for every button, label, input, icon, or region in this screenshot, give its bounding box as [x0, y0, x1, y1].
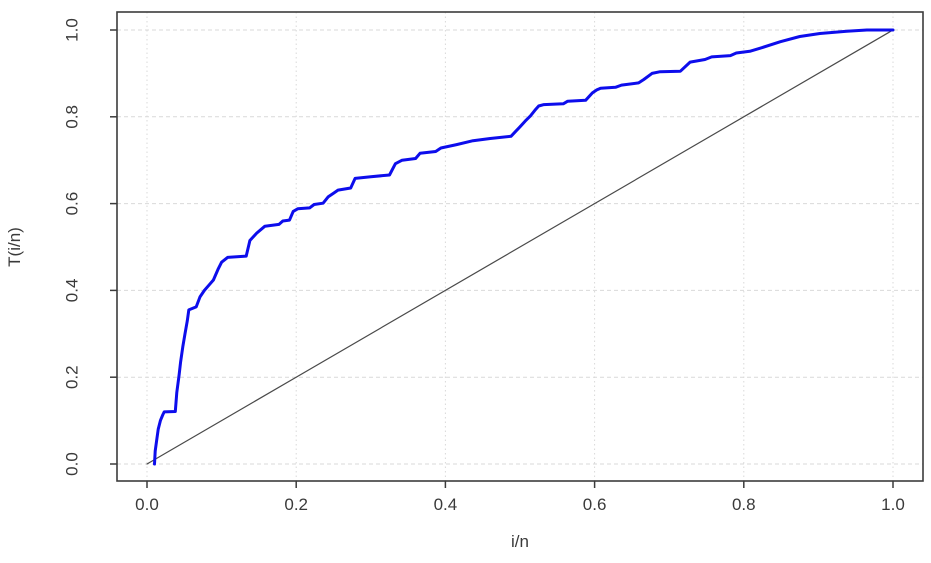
gridlines — [117, 12, 923, 481]
y-tick-label: 0.2 — [62, 365, 81, 389]
tick-labels: 0.0 0.2 0.4 0.6 0.8 1.0 0.0 0.2 0.4 0.6 0.8 1.0 — [62, 18, 904, 514]
x-tick-label: 1.0 — [881, 495, 905, 514]
y-tick-label: 0.6 — [62, 192, 81, 216]
plot-box — [116, 11, 924, 482]
y-tick-label: 0.4 — [62, 279, 81, 303]
ttt-curve — [153, 28, 895, 466]
axis-ticks — [110, 29, 894, 488]
x-tick-label: 0.8 — [732, 495, 756, 514]
x-tick-label: 0.0 — [135, 495, 159, 514]
y-tick-label: 0.8 — [62, 105, 81, 129]
y-tick-label: 0.0 — [62, 452, 81, 476]
y-axis-label: T(i/n) — [5, 227, 24, 267]
x-axis-label: i/n — [511, 532, 529, 551]
plot-border — [116, 11, 924, 482]
y-tick-label: 1.0 — [62, 18, 81, 42]
x-tick-label: 0.2 — [284, 495, 308, 514]
diagonal-reference — [146, 29, 894, 465]
x-tick-label: 0.4 — [434, 495, 458, 514]
x-tick-label: 0.6 — [583, 495, 607, 514]
data-series — [146, 28, 895, 466]
